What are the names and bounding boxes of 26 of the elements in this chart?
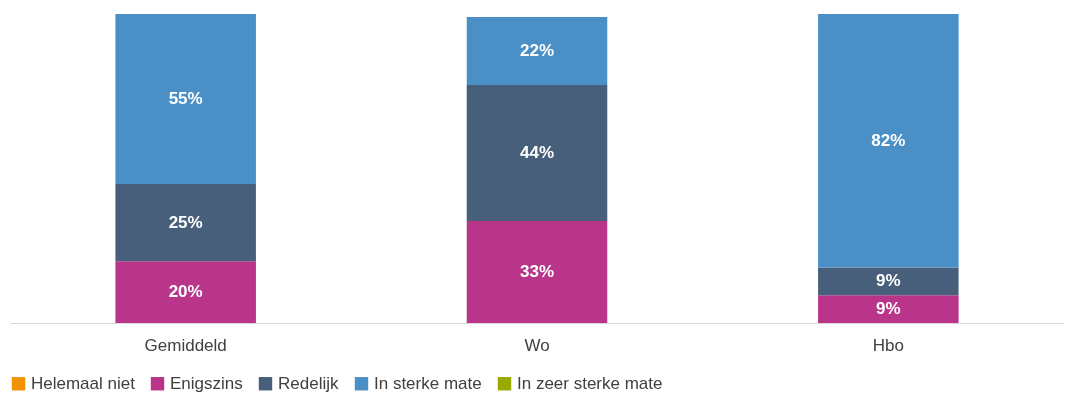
x-tick-label: Hbo <box>872 335 904 355</box>
legend-label: Enigszins <box>170 373 243 393</box>
bar <box>115 261 256 323</box>
bar <box>818 14 959 268</box>
data-label: 22% <box>519 41 555 61</box>
bar <box>466 17 608 86</box>
bar <box>115 183 256 262</box>
legend-label: Helemaal niet <box>31 373 136 393</box>
data-label: 55% <box>168 88 203 108</box>
legend-label: In zeer sterke mate <box>517 373 663 393</box>
bar <box>466 85 608 222</box>
data-label: 9% <box>876 271 901 291</box>
x-tick-label: Wo <box>524 335 550 355</box>
legend-label: In sterke mate <box>374 373 482 393</box>
legend-label: Redelijk <box>278 373 339 393</box>
data-label: 33% <box>519 262 555 282</box>
data-label: 44% <box>519 143 555 163</box>
bar <box>818 295 959 323</box>
data-label: 9% <box>876 299 901 319</box>
data-label: 20% <box>168 282 203 302</box>
data-label: 82% <box>871 130 906 150</box>
bar <box>818 267 959 296</box>
bar <box>466 221 608 323</box>
data-label: 25% <box>168 212 203 232</box>
bar <box>115 14 256 184</box>
x-tick-label: Gemiddeld <box>144 335 227 355</box>
